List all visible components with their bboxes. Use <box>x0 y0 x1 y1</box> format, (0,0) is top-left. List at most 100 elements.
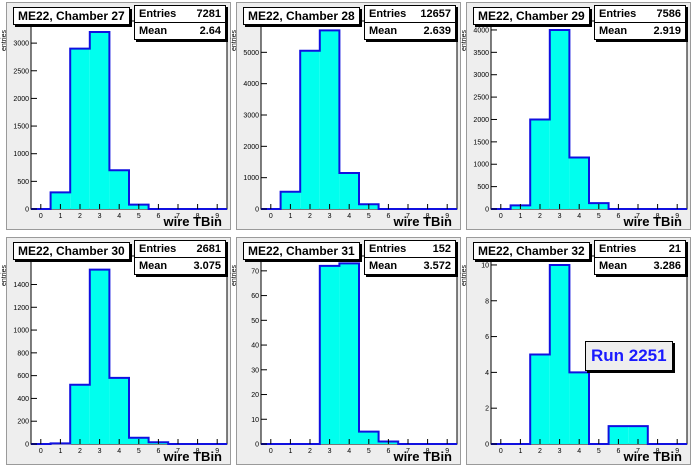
x-axis-label: wire TBin <box>393 449 452 464</box>
x-tick-label: 5 <box>137 448 141 455</box>
y-tick-label: 2500 <box>473 95 489 102</box>
histogram-title: ME22, Chamber 31 <box>243 242 360 260</box>
y-tick-label: 600 <box>17 373 29 380</box>
entries-label: Entries <box>369 8 407 20</box>
x-tick-label: 6 <box>616 213 620 220</box>
y-tick-label: 4000 <box>473 27 489 34</box>
y-tick-label: 0 <box>25 207 29 214</box>
histogram-bar <box>339 263 359 444</box>
y-tick-label: 2000 <box>473 117 489 124</box>
histogram-title: ME22, Chamber 30 <box>13 242 130 260</box>
mean-value: 2.919 <box>653 25 681 37</box>
x-tick-label: 2 <box>308 448 312 455</box>
mean-label: Mean <box>369 260 398 272</box>
histogram-outline <box>491 263 687 445</box>
stats-box: Entries 12657 Mean 2.639 <box>364 5 456 40</box>
x-tick-label: 0 <box>269 448 273 455</box>
mean-label: Mean <box>139 25 168 37</box>
x-tick-label: 1 <box>518 213 522 220</box>
entries-value: 2681 <box>196 243 221 255</box>
histogram-bar <box>89 32 110 209</box>
histogram-plot: 0 1 2 3 4 5 6 7 8 9 0 200 400 600 800 1000 1200 1400 <box>13 255 228 455</box>
y-tick-label: 3000 <box>473 72 489 79</box>
y-tick-label: 0 <box>255 442 259 449</box>
x-tick-label: 4 <box>117 448 121 455</box>
x-tick-label: 9 <box>445 448 449 455</box>
y-tick-label: 10 <box>481 262 489 269</box>
mean-label: Mean <box>599 25 628 37</box>
x-tick-label: 8 <box>196 213 200 220</box>
histogram-pad-chamber-31: 0 1 2 3 4 5 6 7 8 9 0 10 20 30 40 50 60 70 ME22, Chamber … <box>231 237 461 465</box>
y-tick-label: 800 <box>17 350 29 357</box>
stats-box: Entries 7586 Mean 2.919 <box>594 5 686 40</box>
y-tick-label: 1000 <box>13 328 29 335</box>
histogram-title: ME22, Chamber 32 <box>473 242 590 260</box>
stats-box: Entries 2681 Mean 3.075 <box>134 240 226 275</box>
y-tick-label: 50 <box>251 318 259 325</box>
x-tick-label: 3 <box>558 213 562 220</box>
y-tick-label: 0 <box>485 442 489 449</box>
stats-box: Entries 7281 Mean 2.64 <box>134 5 226 40</box>
x-axis-label: wire TBin <box>163 214 222 229</box>
stats-box: Entries 152 Mean 3.572 <box>364 240 456 275</box>
x-tick-label: 5 <box>367 448 371 455</box>
x-tick-label: 2 <box>78 213 82 220</box>
histogram-title: ME22, Chamber 28 <box>243 7 360 25</box>
x-tick-label: 8 <box>196 448 200 455</box>
y-tick-label: 30 <box>251 367 259 374</box>
histogram-bar <box>359 431 379 444</box>
x-tick-label: 4 <box>577 448 581 455</box>
y-tick-label: 40 <box>251 343 259 350</box>
mean-label: Mean <box>139 260 168 272</box>
x-tick-label: 4 <box>577 213 581 220</box>
x-tick-label: 6 <box>156 213 160 220</box>
histogram-bar <box>50 192 71 209</box>
x-tick-label: 1 <box>58 213 62 220</box>
y-axis-label: entries <box>231 264 238 286</box>
x-tick-label: 6 <box>616 448 620 455</box>
y-tick-label: 3500 <box>473 50 489 57</box>
y-tick-label: 5000 <box>243 50 259 57</box>
entries-value: 152 <box>432 243 451 255</box>
x-tick-label: 3 <box>98 213 102 220</box>
x-tick-label: 5 <box>137 213 141 220</box>
y-tick-label: 6 <box>485 334 489 341</box>
x-tick-label: 7 <box>636 448 640 455</box>
x-tick-label: 4 <box>347 213 351 220</box>
histogram-title: ME22, Chamber 27 <box>13 7 130 25</box>
y-tick-label: 1500 <box>473 139 489 146</box>
x-tick-label: 0 <box>499 448 503 455</box>
x-tick-label: 7 <box>636 213 640 220</box>
x-tick-label: 9 <box>675 213 679 220</box>
x-tick-label: 8 <box>656 448 660 455</box>
histogram-bar <box>608 426 629 444</box>
x-tick-label: 2 <box>538 213 542 220</box>
entries-value: 7281 <box>196 8 221 20</box>
entries-value: 12657 <box>420 8 451 20</box>
mean-value: 2.64 <box>199 25 221 37</box>
x-tick-label: 3 <box>558 448 562 455</box>
x-tick-label: 5 <box>367 213 371 220</box>
y-tick-label: 500 <box>477 184 489 191</box>
y-tick-label: 0 <box>25 442 29 449</box>
x-tick-label: 7 <box>176 213 180 220</box>
histogram-pad-chamber-30: 0 1 2 3 4 5 6 7 8 9 0 200 400 600 800 1000 1200 1400 ME22… <box>1 237 231 465</box>
histogram-bar <box>319 265 340 444</box>
histogram-plot: 0 1 2 3 4 5 6 7 8 9 0 500 1000 1500 2000 2500 3000 3500 40… <box>473 20 688 220</box>
x-tick-label: 8 <box>656 213 660 220</box>
y-tick-label: 1000 <box>13 151 29 158</box>
y-tick-label: 0 <box>485 207 489 214</box>
run-number-label: Run 2251 <box>585 341 673 371</box>
y-tick-label: 1000 <box>473 162 489 169</box>
x-tick-label: 8 <box>426 213 430 220</box>
y-tick-label: 70 <box>251 268 259 275</box>
x-tick-label: 5 <box>597 448 601 455</box>
x-tick-label: 7 <box>406 213 410 220</box>
entries-value: 21 <box>668 243 681 255</box>
x-tick-label: 3 <box>328 213 332 220</box>
y-tick-label: 400 <box>17 396 29 403</box>
entries-label: Entries <box>599 8 637 20</box>
x-tick-label: 4 <box>117 213 121 220</box>
x-axis-label: wire TBin <box>163 449 222 464</box>
y-tick-label: 20 <box>251 392 259 399</box>
